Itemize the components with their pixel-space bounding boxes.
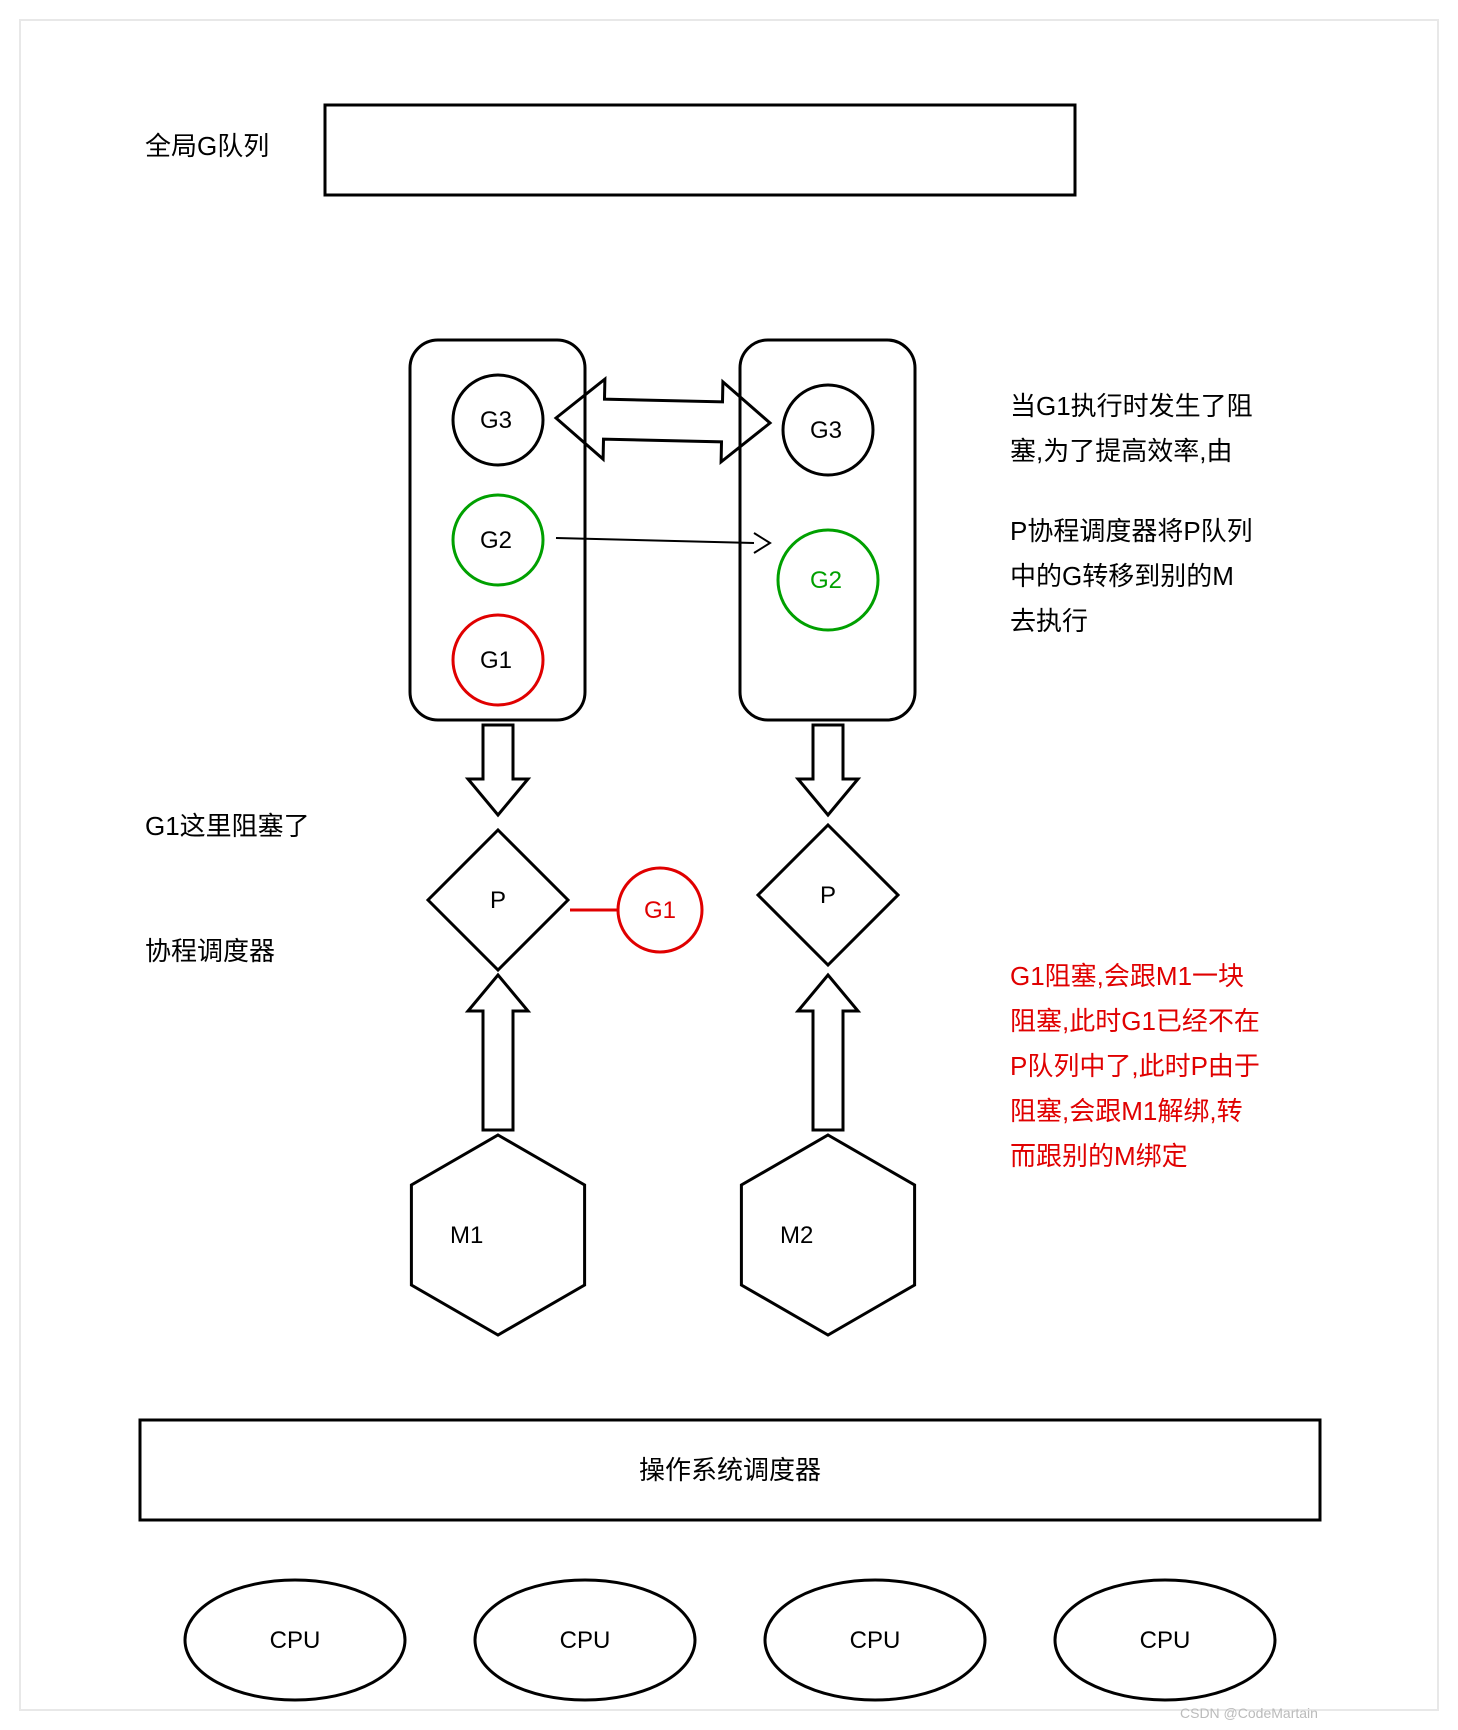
p-node-0-label: P [490,887,506,914]
goroutine-right-G2-label: G2 [810,567,842,594]
up-arrow-1 [798,975,858,1130]
g1-blocked-label: G1 [644,897,676,924]
anno-right_red_2: 阻塞,此时G1已经不在 [1010,1006,1260,1036]
cpu-2-label: CPU [850,1627,901,1654]
anno-right_top_3: P协程调度器将P队列 [1010,516,1253,546]
down-arrow-1 [798,725,858,815]
anno-right_red_4: 阻塞,会跟M1解绑,转 [1010,1096,1243,1126]
goroutine-right-G3-label: G3 [810,417,842,444]
anno-right_top_4: 中的G转移到别的M [1010,561,1234,591]
m-node-1-label: M2 [780,1222,813,1249]
watermark: CSDN @CodeMartain [1180,1705,1318,1721]
goroutine-left-G1-label: G1 [480,647,512,674]
m-node-0 [411,1135,584,1335]
goroutine-left-G3-label: G3 [480,407,512,434]
anno-right_red_5: 而跟别的M绑定 [1010,1141,1188,1171]
cpu-1-label: CPU [560,1627,611,1654]
m-node-1 [741,1135,914,1335]
cpu-0-label: CPU [270,1627,321,1654]
cpu-3-label: CPU [1140,1627,1191,1654]
anno-right_top_5: 去执行 [1010,606,1088,636]
global-queue-rect [325,105,1075,195]
global-queue-label: 全局G队列 [145,131,269,161]
p-node-1-label: P [820,882,836,909]
m-node-0-label: M1 [450,1222,483,1249]
transfer-arrow-0 [556,379,770,462]
anno-block-here: G1这里阻塞了 [145,811,310,841]
anno-right_top_2: 塞,为了提高效率,由 [1010,436,1232,466]
transfer-arrow-1-head [754,533,770,553]
goroutine-left-G2-label: G2 [480,527,512,554]
anno-right_red_1: G1阻塞,会跟M1一块 [1010,961,1244,991]
anno-right_red_3: P队列中了,此时P由于 [1010,1051,1260,1081]
os-scheduler-label: 操作系统调度器 [639,1455,821,1485]
anno-right_top_1: 当G1执行时发生了阻 [1010,391,1253,421]
up-arrow-0 [468,975,528,1130]
down-arrow-0 [468,725,528,815]
anno-scheduler: 协程调度器 [145,936,275,966]
